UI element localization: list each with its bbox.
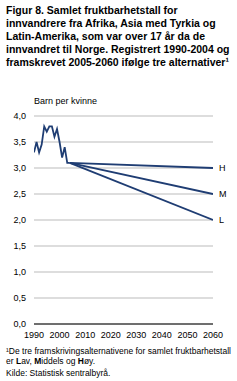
svg-text:L: L xyxy=(219,215,224,225)
svg-text:1990: 1990 xyxy=(24,330,44,340)
svg-text:0,5: 0,5 xyxy=(13,293,26,303)
html-text:Figur 8. Samlet fruktbarhetsta: Figur 8. Samlet fruktbarhetstall for inn… xyxy=(6,4,230,68)
html-text:Kilde: Statistisk sentralbyrå.: Kilde: Statistisk sentralbyrå. xyxy=(6,368,111,378)
svg-text:M: M xyxy=(219,189,227,199)
svg-text:2020: 2020 xyxy=(101,330,121,340)
svg-text:2,0: 2,0 xyxy=(13,215,26,225)
svg-text:2000: 2000 xyxy=(50,330,70,340)
html-text:¹De tre framskrivingsalternati: ¹De tre framskrivingsalternativene for s… xyxy=(6,346,231,356)
svg-text:2030: 2030 xyxy=(126,330,146,340)
svg-text:1,0: 1,0 xyxy=(13,267,26,277)
svg-text:2010: 2010 xyxy=(75,330,95,340)
html-text:er L av, M iddels og H øy.: er L av, M iddels og H øy. xyxy=(6,356,96,366)
svg-text:3,5: 3,5 xyxy=(13,137,26,147)
svg-text:H: H xyxy=(219,163,226,173)
svg-text:0,0: 0,0 xyxy=(13,319,26,329)
svg-text:2040: 2040 xyxy=(152,330,172,340)
html-text:Barn per kvinne: Barn per kvinne xyxy=(34,96,97,106)
svg-text:4,0: 4,0 xyxy=(13,111,26,121)
svg-text:3,0: 3,0 xyxy=(13,163,26,173)
svg-text:2060: 2060 xyxy=(203,330,223,340)
svg-text:2,5: 2,5 xyxy=(13,189,26,199)
svg-text:1,5: 1,5 xyxy=(13,241,26,251)
svg-text:2050: 2050 xyxy=(177,330,197,340)
